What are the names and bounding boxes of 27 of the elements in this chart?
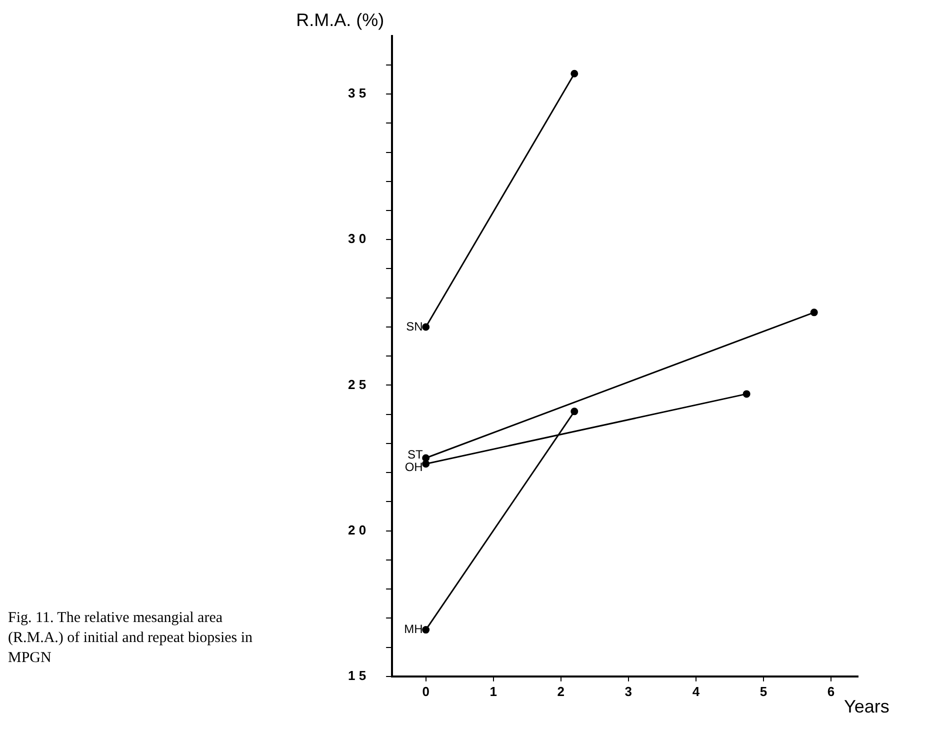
- x-tick-label: 6: [827, 684, 835, 699]
- x-tick-label: 5: [760, 684, 768, 699]
- x-tick-label: 4: [692, 684, 700, 699]
- point: [570, 408, 578, 416]
- y-tick-label: 2 5: [348, 376, 366, 392]
- x-tick-label: 2: [557, 684, 565, 699]
- point: [810, 308, 818, 316]
- point: [422, 454, 430, 462]
- point: [422, 626, 430, 634]
- y-tick-label: 1 5: [348, 668, 366, 683]
- point: [422, 323, 430, 331]
- series-label: ST: [407, 447, 424, 462]
- series-label: SN: [406, 319, 423, 334]
- y-axis-title: R.M.A. (%): [296, 10, 384, 30]
- y-tick-label: 3 5: [348, 86, 366, 101]
- point: [570, 70, 578, 78]
- point: [742, 390, 750, 398]
- x-axis-title: Years: [844, 696, 890, 716]
- series-label: OH: [404, 460, 423, 474]
- y-tick-label: 3 0: [348, 231, 366, 246]
- caption: Fig. 11. The relative mesangial area (R.M.A.) of initial and repeat biopsies in MPGN: [8, 609, 254, 668]
- x-tick-label: 1: [490, 684, 497, 699]
- point: [422, 460, 430, 468]
- x-tick-label: 3: [624, 684, 632, 699]
- y-tick-label: 2 0: [348, 522, 366, 538]
- x-tick-label: 0: [422, 684, 430, 699]
- series-label: MH: [404, 622, 423, 636]
